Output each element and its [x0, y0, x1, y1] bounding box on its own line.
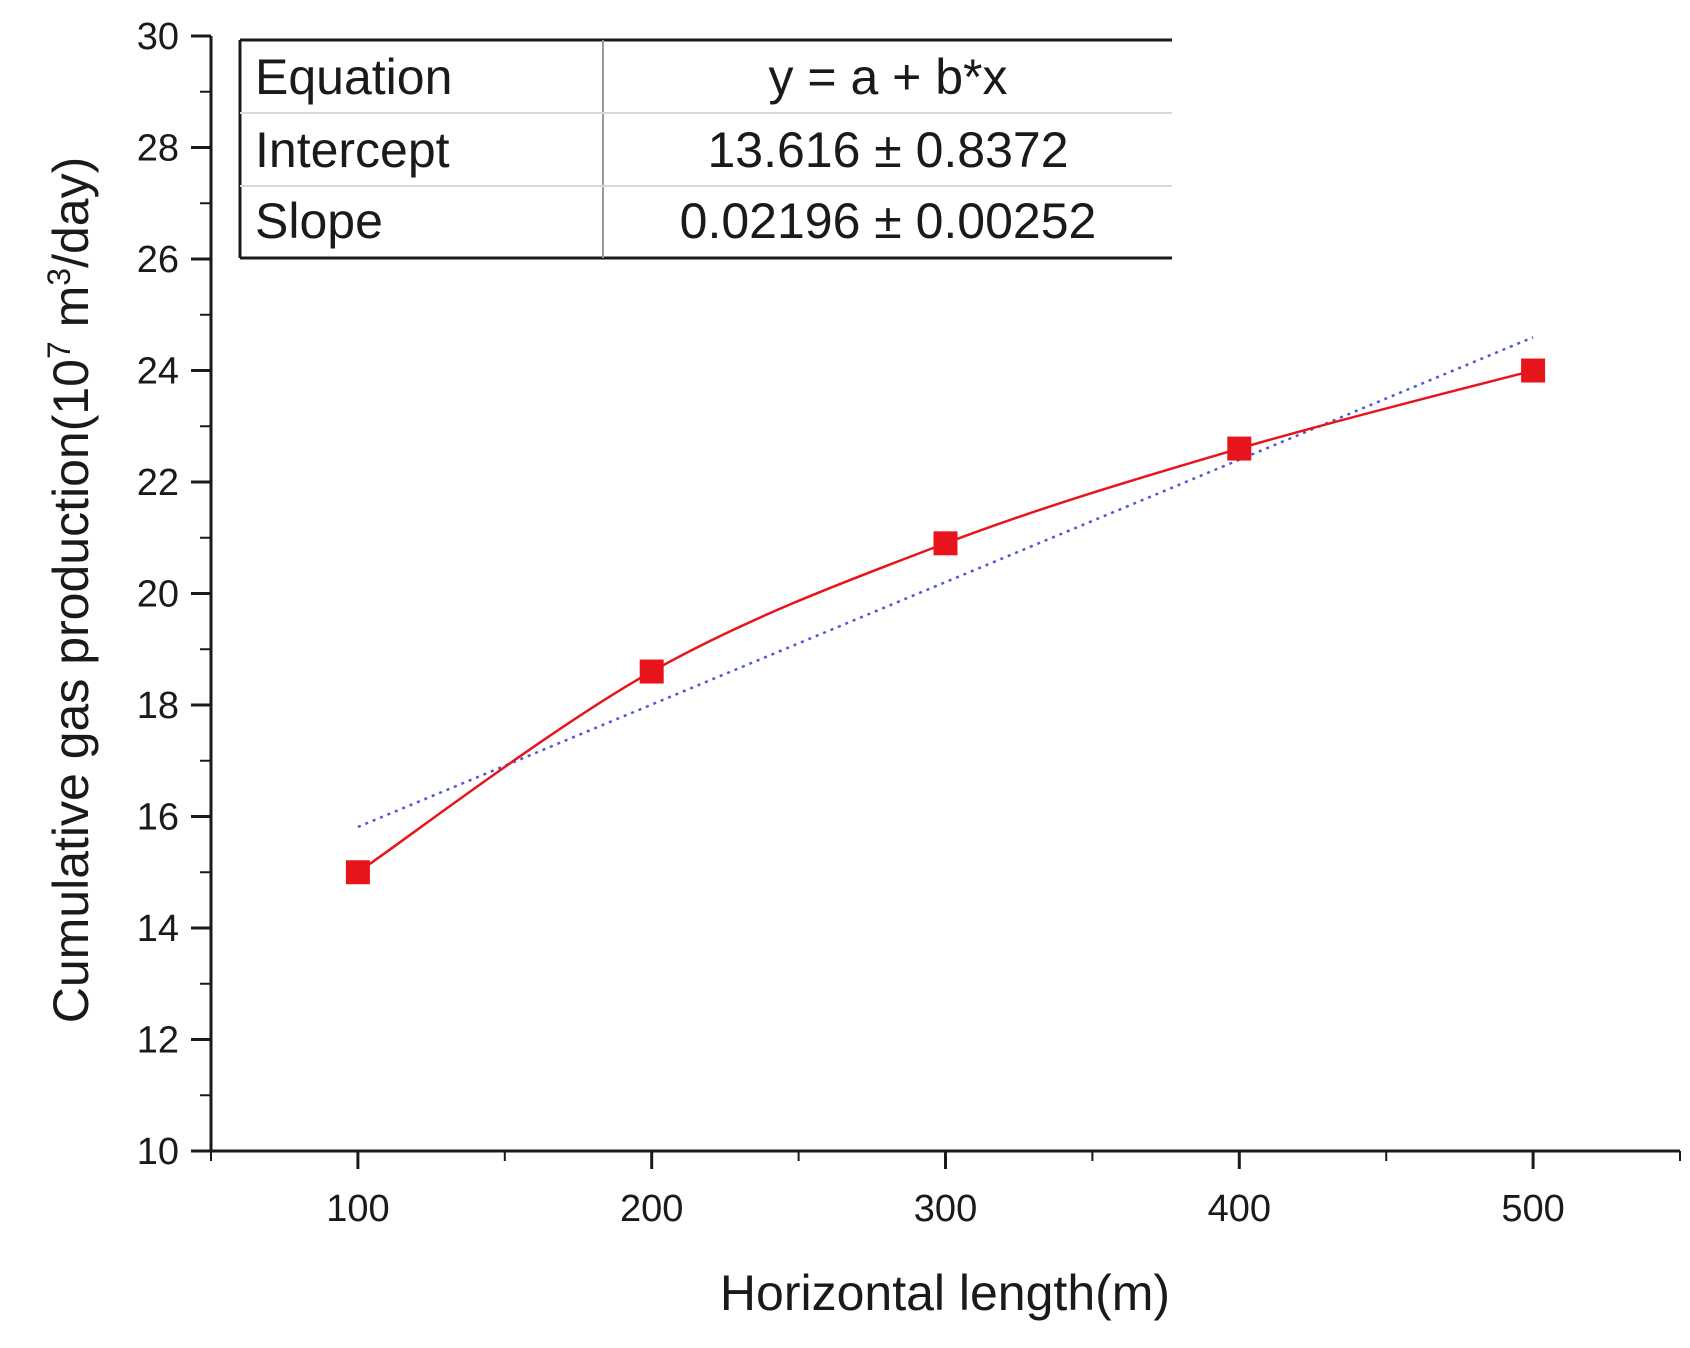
y-tick-label: 30 — [137, 16, 179, 58]
y-tick-label: 22 — [137, 462, 179, 504]
y-axis-ticks: 10 12 14 16 18 20 22 24 26 28 30 — [137, 16, 211, 1173]
data-series-curve — [357, 369, 1534, 874]
y-axis-title-end: /day) — [43, 157, 99, 268]
fit-parameter-table: Equation y = a + b*x Intercept 13.616 ± … — [238, 38, 1172, 260]
table-slope-value: 0.02196 ± 0.00252 — [680, 193, 1097, 249]
data-point-marker — [1521, 358, 1546, 383]
y-axis-title-unit: m — [43, 286, 99, 342]
data-point-marker — [1227, 436, 1252, 461]
table-slope-label: Slope — [255, 193, 383, 249]
y-tick-label: 16 — [137, 797, 179, 839]
data-point-marker — [639, 659, 664, 684]
y-tick-label: 24 — [137, 351, 179, 393]
table-equation-label: Equation — [255, 49, 452, 105]
y-tick-label: 26 — [137, 239, 179, 281]
y-axis-title-exponent: 7 — [41, 341, 77, 359]
y-tick-label: 14 — [137, 908, 179, 950]
x-tick-label: 100 — [326, 1188, 389, 1230]
x-axis-ticks: 100 200 300 400 500 — [210, 1151, 1681, 1230]
table-equation-value: y = a + b*x — [768, 49, 1007, 105]
data-series-markers — [345, 358, 1546, 885]
linear-fit-line — [357, 336, 1534, 829]
y-tick-label: 12 — [137, 1020, 179, 1062]
table-intercept-label: Intercept — [255, 122, 450, 178]
data-point-marker — [345, 860, 370, 885]
x-tick-label: 200 — [620, 1188, 683, 1230]
x-tick-label: 300 — [914, 1188, 977, 1230]
x-axis-title: Horizontal length(m) — [720, 1265, 1170, 1321]
x-tick-label: 400 — [1208, 1188, 1271, 1230]
y-tick-label: 10 — [137, 1131, 179, 1173]
y-tick-label: 28 — [137, 128, 179, 170]
y-tick-label: 20 — [137, 574, 179, 616]
y-axis-title: Cumulative gas production(107 m3/day) — [41, 157, 99, 1024]
data-point-marker — [933, 531, 958, 556]
y-axis-title-unit-exponent: 3 — [41, 268, 77, 286]
y-axis-title-base: Cumulative gas production(10 — [43, 359, 99, 1023]
table-intercept-value: 13.616 ± 0.8372 — [707, 122, 1068, 178]
y-tick-label: 18 — [137, 685, 179, 727]
x-tick-label: 500 — [1501, 1188, 1564, 1230]
